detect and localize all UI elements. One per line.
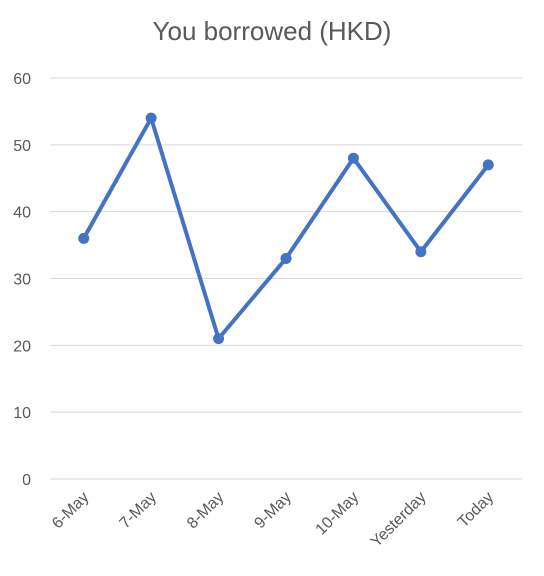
data-point bbox=[78, 232, 90, 244]
data-point bbox=[145, 112, 157, 124]
data-point bbox=[482, 159, 494, 171]
y-tick-label: 30 bbox=[13, 272, 31, 289]
data-point bbox=[280, 252, 292, 264]
y-tick-label: 20 bbox=[13, 338, 31, 355]
data-point bbox=[415, 246, 427, 258]
y-tick-label: 50 bbox=[13, 138, 31, 155]
chart-title: You borrowed (HKD) bbox=[152, 16, 392, 46]
y-tick-label: 10 bbox=[13, 405, 31, 422]
series-line bbox=[81, 116, 491, 341]
x-tick-label: Yesterday bbox=[368, 489, 430, 551]
y-tick-label: 40 bbox=[13, 205, 31, 222]
y-tick-label: 0 bbox=[22, 472, 31, 489]
x-tick-label: 8-May bbox=[184, 489, 227, 532]
data-point bbox=[347, 152, 359, 164]
x-tick-label: 6-May bbox=[49, 489, 92, 532]
y-tick-label: 60 bbox=[13, 71, 31, 88]
data-point bbox=[213, 333, 225, 345]
x-tick-label: 7-May bbox=[117, 489, 160, 532]
x-tick-label: 9-May bbox=[251, 489, 294, 532]
x-tick-label: Today bbox=[455, 489, 497, 531]
x-tick-label: 10-May bbox=[313, 489, 363, 539]
